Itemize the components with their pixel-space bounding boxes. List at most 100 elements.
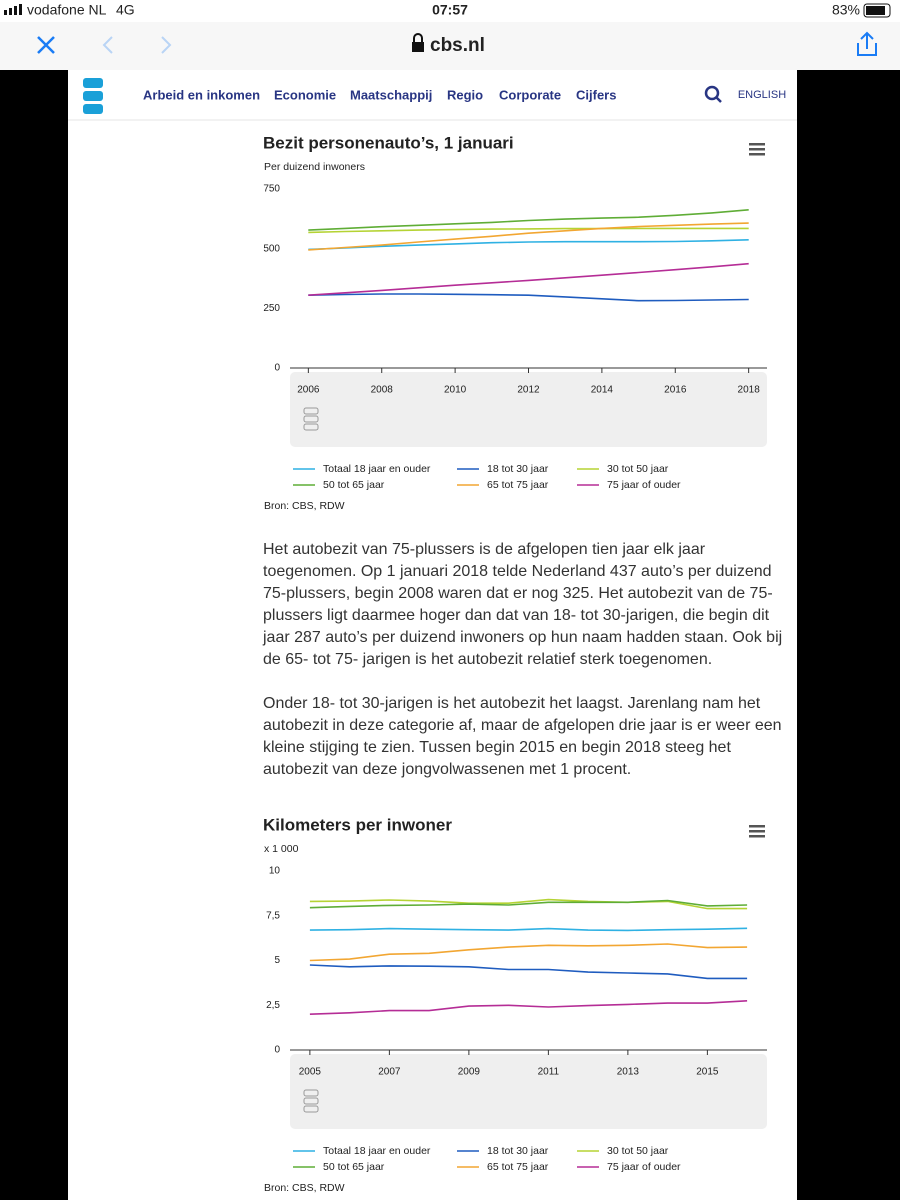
legend-label: Totaal 18 jaar en ouder xyxy=(323,1145,431,1157)
chart-source: Bron: CBS, RDW xyxy=(264,500,345,512)
legend-item[interactable]: 30 tot 50 jaar xyxy=(577,463,669,475)
legend-item[interactable]: Totaal 18 jaar en ouder xyxy=(293,463,431,475)
series-line xyxy=(309,899,748,909)
legend-label: 30 tot 50 jaar xyxy=(607,1145,669,1157)
x-tick-label: 2011 xyxy=(538,1067,560,1078)
menu-bar xyxy=(749,143,765,146)
signal-icon xyxy=(4,4,22,15)
nav-link[interactable]: Arbeid en inkomen xyxy=(143,87,260,102)
url[interactable]: cbs.nl xyxy=(430,35,485,56)
x-tick-label: 2005 xyxy=(299,1067,322,1078)
chart-subtitle: x 1 000 xyxy=(264,843,299,855)
series-line xyxy=(309,898,748,910)
legend-item[interactable]: 50 tot 65 jaar xyxy=(293,1161,385,1173)
legend-item[interactable]: 75 jaar of ouder xyxy=(577,479,681,491)
nav-link[interactable]: Economie xyxy=(274,87,336,102)
legend-item[interactable]: 65 tot 75 jaar xyxy=(457,479,549,491)
legend-label: 30 tot 50 jaar xyxy=(607,463,669,475)
legend-item[interactable]: 18 tot 30 jaar xyxy=(457,463,549,475)
series-line xyxy=(308,262,749,296)
y-tick-label: 500 xyxy=(263,243,280,254)
x-axis-area xyxy=(290,1054,767,1129)
y-tick-label: 250 xyxy=(263,303,280,314)
x-tick-label: 2012 xyxy=(517,385,540,396)
x-tick-label: 2010 xyxy=(444,385,467,396)
y-tick-label: 0 xyxy=(274,363,280,374)
menu-bar xyxy=(749,148,765,151)
language-link[interactable]: ENGLISH xyxy=(738,89,786,101)
x-tick-label: 2007 xyxy=(378,1067,401,1078)
nav-link[interactable]: Regio xyxy=(447,87,483,102)
cbs-watermark xyxy=(303,407,319,431)
lock-icon xyxy=(412,33,424,52)
watermark-part xyxy=(303,1089,319,1097)
chart-menu[interactable] xyxy=(749,143,765,156)
legend-label: 75 jaar of ouder xyxy=(607,479,681,491)
paragraph: Het autobezit van 75-plussers is de afge… xyxy=(263,541,783,668)
clock: 07:57 xyxy=(432,2,468,18)
status-bar xyxy=(0,0,900,22)
y-tick-label: 0 xyxy=(274,1045,280,1056)
watermark-part xyxy=(303,415,319,423)
cbs-logo[interactable] xyxy=(83,78,103,114)
legend-label: 18 tot 30 jaar xyxy=(487,463,549,475)
series-line xyxy=(308,227,749,234)
y-tick-label: 5 xyxy=(274,955,280,966)
legend-label: 65 tot 75 jaar xyxy=(487,1161,549,1173)
x-tick-label: 2006 xyxy=(297,385,320,396)
y-tick-label: 2,5 xyxy=(266,1000,280,1011)
watermark-part xyxy=(303,423,319,431)
content-area xyxy=(68,70,797,1200)
watermark-part xyxy=(303,1105,319,1113)
nav-link[interactable]: Maatschappij xyxy=(350,87,432,102)
menu-bar xyxy=(749,830,765,833)
cbs-watermark xyxy=(303,1089,319,1113)
legend-item[interactable]: 50 tot 65 jaar xyxy=(293,479,385,491)
legend-item[interactable]: 75 jaar of ouder xyxy=(577,1161,681,1173)
chart-subtitle: Per duizend inwoners xyxy=(264,161,365,173)
chart-menu[interactable] xyxy=(749,825,765,838)
y-tick-label: 10 xyxy=(269,866,281,877)
network: 4G xyxy=(116,2,135,18)
x-tick-label: 2008 xyxy=(371,385,394,396)
x-tick-label: 2013 xyxy=(617,1067,640,1078)
paragraph: Onder 18- tot 30-jarigen is het autobezi… xyxy=(263,695,782,778)
series-line xyxy=(309,964,748,980)
x-tick-label: 2016 xyxy=(664,385,687,396)
browser-bar xyxy=(0,22,900,70)
x-axis-area xyxy=(290,372,767,447)
menu-bar xyxy=(749,825,765,828)
close-button[interactable] xyxy=(37,36,55,54)
legend-item[interactable]: 30 tot 50 jaar xyxy=(577,1145,669,1157)
chart-title: Kilometers per inwoner xyxy=(263,815,452,834)
chart-source: Bron: CBS, RDW xyxy=(264,1182,345,1194)
legend-label: 50 tot 65 jaar xyxy=(323,479,385,491)
watermark-part xyxy=(303,1097,319,1105)
series-line xyxy=(309,927,748,932)
series-line xyxy=(308,293,749,302)
x-tick-label: 2018 xyxy=(738,385,761,396)
nav-link[interactable]: Cijfers xyxy=(576,87,616,102)
legend-label: 50 tot 65 jaar xyxy=(323,1161,385,1173)
series-line xyxy=(309,1000,748,1015)
search-button[interactable] xyxy=(704,85,722,103)
legend-label: 65 tot 75 jaar xyxy=(487,479,549,491)
back-button[interactable] xyxy=(102,36,113,54)
watermark-part xyxy=(303,407,319,415)
x-tick-label: 2009 xyxy=(458,1067,481,1078)
chart-title: Bezit personenauto’s, 1 januari xyxy=(263,133,514,152)
battery-icon xyxy=(863,3,891,18)
legend-item[interactable]: 65 tot 75 jaar xyxy=(457,1161,549,1173)
x-tick-label: 2015 xyxy=(696,1067,719,1078)
series-line xyxy=(308,222,749,251)
legend-item[interactable]: Totaal 18 jaar en ouder xyxy=(293,1145,431,1157)
share-button[interactable] xyxy=(857,31,877,56)
series-line xyxy=(309,943,748,962)
nav-link[interactable]: Corporate xyxy=(499,87,561,102)
series-line xyxy=(308,239,749,251)
legend-item[interactable]: 18 tot 30 jaar xyxy=(457,1145,549,1157)
forward-button[interactable] xyxy=(161,36,172,54)
y-tick-label: 7,5 xyxy=(266,910,280,921)
